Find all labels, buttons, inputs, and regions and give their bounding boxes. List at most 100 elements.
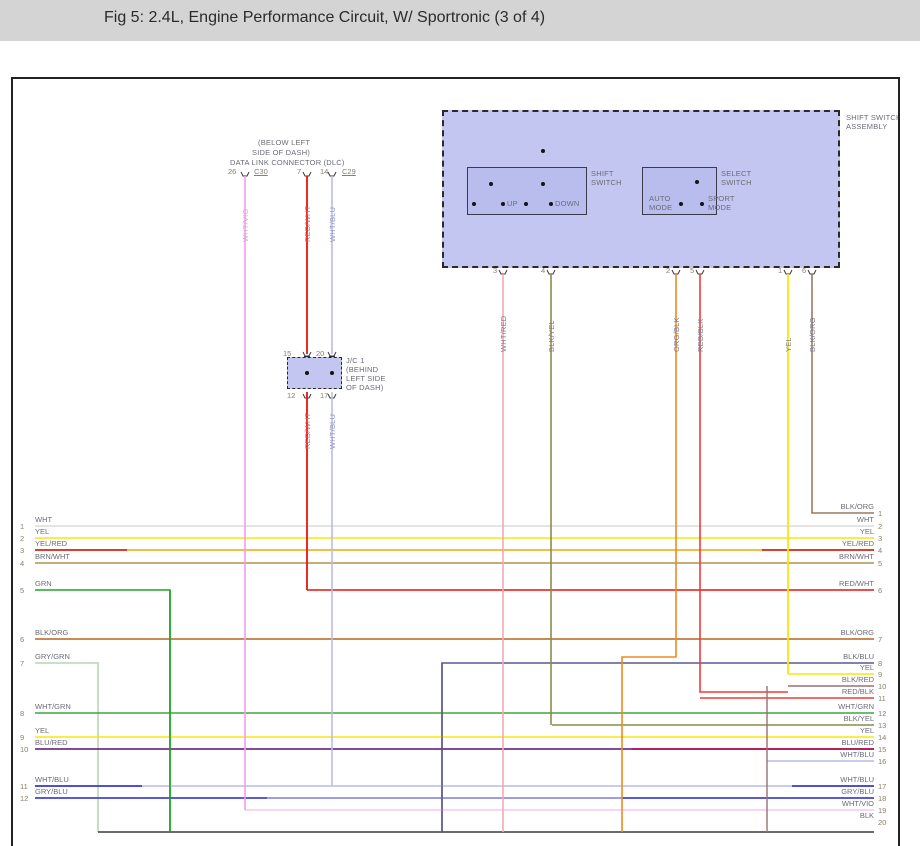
right-pin-2-number: 2 [878, 522, 883, 531]
shift-switch-box [467, 167, 587, 215]
dlc-wire-14-label: WHT/BLU [328, 206, 337, 242]
right-pin-17-label: WHT/BLU [840, 775, 874, 784]
jc1-dot-right [330, 371, 334, 375]
jc1-bottom-pin-12: 12 [287, 391, 296, 400]
title-spacer [0, 41, 920, 77]
right-pin-1-label: BLK/ORG [840, 502, 874, 511]
dlc-pin-14-connector [327, 171, 337, 177]
right-pin-5-label: BRN/WHT [839, 552, 874, 561]
ssa-pin-6-wire-label: BLK/ORG [808, 317, 817, 352]
trunk-orgblk-pin2 [621, 274, 677, 832]
left-pin-2-label: YEL [35, 527, 50, 536]
ssa-pin-5-connector [695, 269, 705, 275]
diagram-frame: SHIFT SWITCH ASSEMBLY SHIFT SWITCH SELECT SWI… [11, 77, 900, 846]
ssa-pin-5-wire-label: RED/BLK [696, 318, 705, 353]
page-title: Fig 5: 2.4L, Engine Performance Circuit,… [104, 9, 546, 26]
right-pin-18-number: 18 [878, 794, 887, 803]
left-pin-7-label: GRY/GRN [35, 652, 70, 661]
jc1-label-line3: LEFT SIDE [346, 374, 386, 383]
ssa-pin-3-wire-label: WHT/RED [499, 315, 508, 352]
dlc-connector-c29: C29 [342, 167, 356, 176]
jc1-top-pin-20: 20 [316, 349, 325, 358]
ssa-title-line1: SHIFT SWITCH [846, 113, 900, 122]
shift-pole-right-contact [541, 182, 545, 186]
select-auto-terminal [679, 202, 683, 206]
right-pin-9-label: YEL [859, 663, 874, 672]
right-pin-7-number: 7 [878, 635, 883, 644]
right-pin-19-label: WHT/VIO [841, 799, 874, 808]
dlc-pin-14-number: 14 [320, 167, 329, 176]
right-pin-4-number: 4 [878, 546, 883, 555]
right-pin-7-label: BLK/ORG [840, 628, 874, 637]
ssa-pin-1-connector [783, 269, 793, 275]
dlc-connector-c30: C30 [254, 167, 268, 176]
left-pin-5-number: 5 [20, 586, 25, 595]
jc1-dot-left [305, 371, 309, 375]
right-pin-2-label: WHT [856, 515, 874, 524]
right-pin-18-label: GRY/BLU [841, 787, 874, 796]
right-pin-15-number: 15 [878, 745, 887, 754]
dlc-wire-26-label: WHT/VIO [241, 208, 250, 242]
left-pin-1-number: 1 [20, 522, 25, 531]
right-pin-3-label: YEL [859, 527, 874, 536]
ssa-pin-5-number: 5 [690, 266, 695, 275]
right-pin-12-label: WHT/GRN [838, 702, 874, 711]
jc1-conn-top-right [327, 351, 337, 357]
right-pin-3-number: 3 [878, 534, 883, 543]
left-pin-8-number: 8 [20, 709, 25, 718]
right-pin-19-number: 19 [878, 806, 887, 815]
left-pin-4-number: 4 [20, 559, 25, 568]
select-sport-label-1: SPORT [708, 194, 735, 203]
left-pin-12-label: GRY/BLU [35, 787, 68, 796]
jc1-lower-wire-1: RED/WHT [303, 412, 312, 449]
left-pin-2-number: 2 [20, 534, 25, 543]
left-pin-11-number: 11 [20, 782, 28, 791]
dlc-pin-7-connector [302, 171, 312, 177]
right-pin-14-number: 14 [878, 733, 887, 742]
right-pin-10-label: BLK/RED [841, 675, 874, 684]
left-pin-10-label: BLU/RED [35, 738, 68, 747]
right-pin-16-number: 16 [878, 757, 887, 766]
ssa-pin-4-number: 4 [541, 266, 546, 275]
select-switch-box [642, 167, 717, 215]
ssa-pin-1-number: 1 [778, 266, 783, 275]
right-pin-1-number: 1 [878, 509, 883, 518]
shift-down-label: DOWN [555, 199, 580, 208]
right-pin-13-label: BLK/YEL [843, 714, 874, 723]
left-pin-3-label: YEL/RED [35, 539, 68, 548]
right-pin-13-number: 13 [878, 721, 887, 730]
dlc-name: DATA LINK CONNECTOR (DLC) [230, 158, 345, 167]
right-pin-17-number: 17 [878, 782, 887, 791]
shift-pole-left-pivot [472, 202, 476, 206]
left-pin-1-label: WHT [35, 515, 53, 524]
ssa-pin-3-connector [498, 269, 508, 275]
dlc-pin-26-number: 26 [228, 167, 237, 176]
left-pin-10-number: 10 [20, 745, 29, 754]
jc1-label-line1: J/C 1 [346, 356, 365, 365]
right-pin-14-label: YEL [859, 726, 874, 735]
left-pin-9-label: YEL [35, 726, 50, 735]
dlc-note-line1: (BELOW LEFT [258, 138, 311, 147]
select-switch-label-2: SWITCH [721, 178, 752, 187]
select-pole-contact [695, 180, 699, 184]
ssa-pin-2-number: 2 [666, 266, 671, 275]
jc1-top-pin-15: 15 [283, 349, 292, 358]
ssa-pin-2-wire-label: ORG/BLK [672, 317, 681, 352]
right-pin-16-label: WHT/BLU [840, 750, 874, 759]
dlc-pin-7-number: 7 [297, 167, 302, 176]
trunk-redblk-pin5 [699, 274, 788, 693]
jc1-label-line2: (BEHIND [346, 365, 379, 374]
right-pin-8-number: 8 [878, 659, 883, 668]
right-pin-20-label: BLK [859, 811, 874, 820]
ssa-pin-6-connector [807, 269, 817, 275]
select-auto-label-1: AUTO [649, 194, 671, 203]
select-sport-terminal [700, 202, 704, 206]
left-pin-11-label: WHT/BLU [35, 775, 69, 784]
ssa-title-line2: ASSEMBLY [846, 122, 888, 131]
shift-switch-label-2: SWITCH [591, 178, 622, 187]
right-pin-15-label: BLU/RED [841, 738, 874, 747]
left-pin-4-label: BRN/WHT [35, 552, 70, 561]
select-switch-label-1: SELECT [721, 169, 752, 178]
right-pin-6-number: 6 [878, 586, 883, 595]
